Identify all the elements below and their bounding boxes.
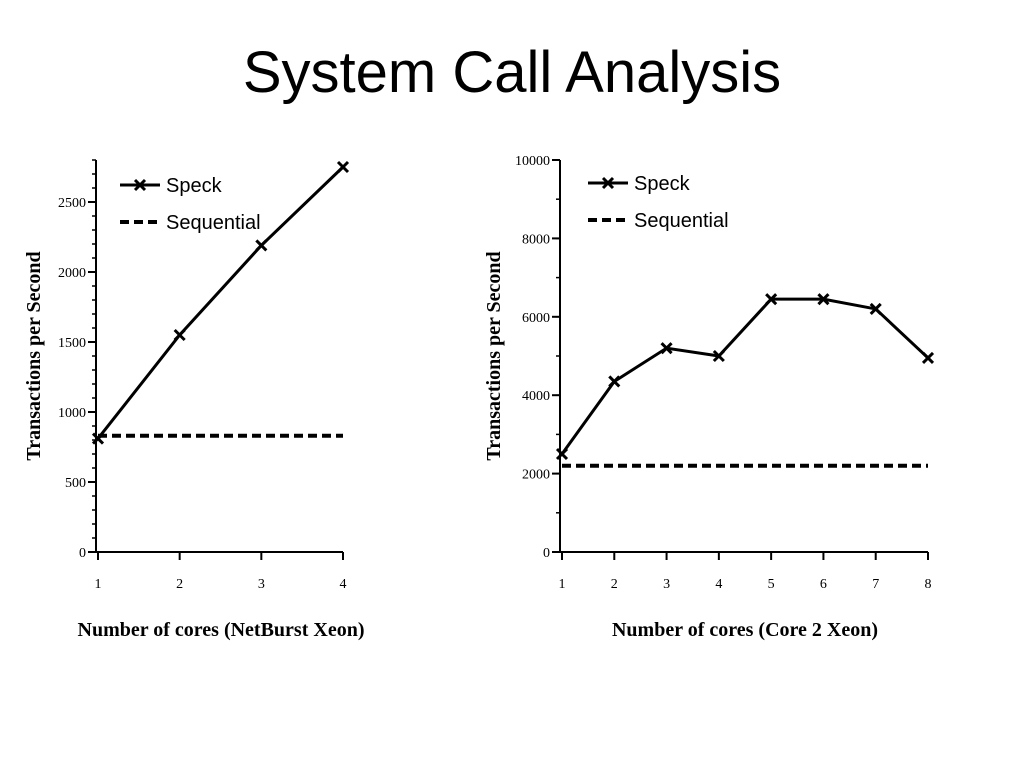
y-tick-label: 1500 [58,336,86,351]
y-tick-label: 500 [65,476,86,491]
legend-label-sequential: Sequential [166,212,261,234]
x-tick-label: 4 [340,577,347,592]
y-tick-label: 2000 [58,266,86,281]
slide-title: System Call Analysis [242,40,782,105]
data-point-speck [336,160,350,174]
data-point-speck [817,293,830,306]
x-tick-label: 3 [258,577,265,592]
y-tick-label: 6000 [522,311,550,326]
y-axis-label: Transactions per Second [483,251,505,460]
data-point-speck [555,447,569,461]
legend-label-sequential: Sequential [634,210,729,232]
y-tick-label: 2000 [522,468,550,483]
legend-label-speck: Speck [166,175,223,197]
y-tick-label: 8000 [522,232,550,247]
y-tick-label: 10000 [515,154,550,169]
data-point-speck [608,375,621,388]
x-tick-label: 8 [925,577,932,592]
x-tick-label: 3 [663,577,670,592]
y-tick-label: 4000 [522,389,550,404]
x-tick-label: 7 [872,577,879,592]
x-tick-label: 5 [768,577,775,592]
y-tick-label: 2500 [58,196,86,211]
x-axis-label: Number of cores (Core 2 Xeon) [612,619,878,641]
data-point-speck [921,351,935,365]
y-tick-label: 0 [79,546,86,561]
y-axis-label: Transactions per Second [23,251,45,460]
data-point-speck [869,302,882,316]
y-tick-label: 0 [543,546,550,561]
series-line-speck [96,165,345,440]
legend-label-speck: Speck [634,173,691,195]
data-point-speck [660,342,673,355]
data-point-speck [255,239,268,252]
data-point-speck [712,349,725,363]
x-tick-label: 2 [176,577,183,592]
data-point-speck [173,328,186,342]
x-tick-label: 1 [95,577,102,592]
x-tick-label: 4 [715,577,722,592]
x-tick-label: 6 [820,577,827,592]
series-line-speck [560,297,930,455]
x-tick-label: 2 [611,577,618,592]
y-tick-label: 1000 [58,406,86,421]
x-axis-label: Number of cores (NetBurst Xeon) [78,619,365,641]
data-point-speck [765,293,778,306]
x-tick-label: 1 [559,577,566,592]
